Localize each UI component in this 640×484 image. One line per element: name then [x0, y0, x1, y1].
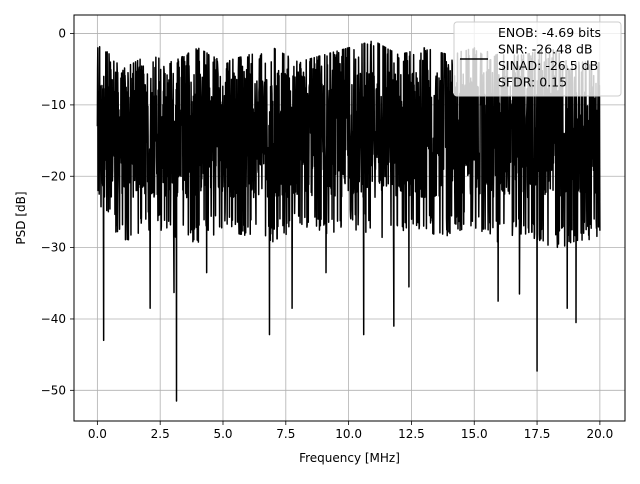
x-axis-label: Frequency [MHz] — [299, 451, 400, 465]
x-tick-label: 12.5 — [398, 427, 425, 441]
psd-trace — [96, 40, 601, 402]
legend-entry: ENOB: -4.69 bits — [498, 25, 601, 40]
series-psd — [96, 40, 601, 402]
y-axis-ticks: 0 −10 −20 −30 −40 −50 — [41, 27, 74, 397]
y-tick-label: −20 — [41, 169, 66, 183]
legend-entry: SINAD: -26.5 dB — [498, 58, 598, 73]
x-tick-label: 7.5 — [276, 427, 295, 441]
x-tick-label: 15.0 — [461, 427, 488, 441]
y-axis-label: PSD [dB] — [14, 191, 28, 244]
y-tick-label: −40 — [41, 312, 66, 326]
x-tick-label: 0.0 — [88, 427, 107, 441]
x-tick-label: 2.5 — [151, 427, 170, 441]
x-tick-label: 20.0 — [587, 427, 614, 441]
y-tick-label: −30 — [41, 241, 66, 255]
legend-box — [453, 21, 622, 97]
x-tick-label: 10.0 — [335, 427, 362, 441]
legend-entry: SFDR: 0.15 — [498, 75, 567, 90]
x-axis-ticks: 0.0 2.5 5.0 7.5 10.0 12.5 15.0 17.5 20.0 — [88, 421, 613, 441]
y-tick-label: −50 — [41, 383, 66, 397]
y-tick-label: 0 — [58, 27, 66, 41]
x-tick-label: 5.0 — [213, 427, 232, 441]
x-tick-label: 17.5 — [524, 427, 551, 441]
legend-entry: SNR: -26.48 dB — [498, 42, 593, 57]
y-tick-label: −10 — [41, 98, 66, 112]
plot-frame — [73, 14, 626, 422]
